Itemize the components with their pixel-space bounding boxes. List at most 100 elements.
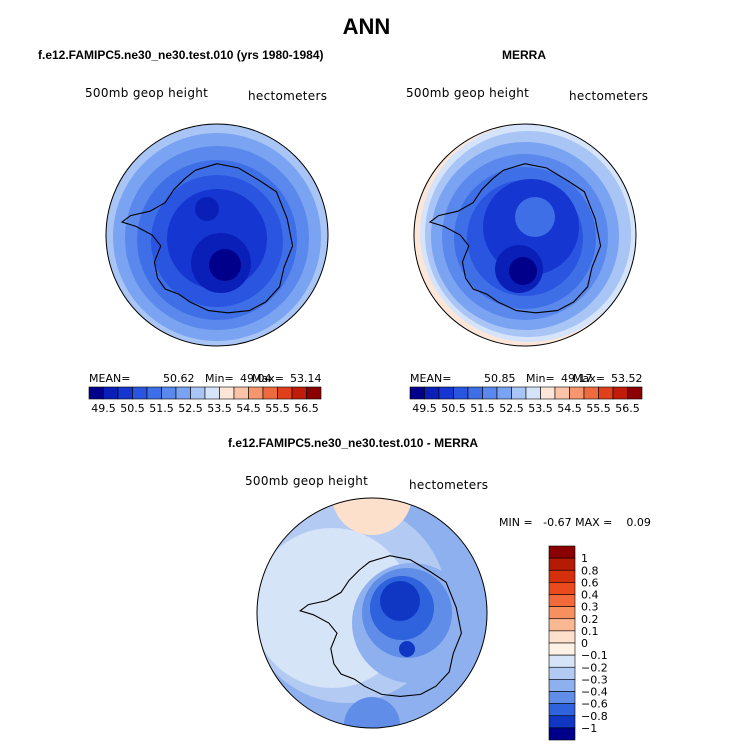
left-max-value: 53.14	[290, 372, 322, 385]
left-mean-label: MEAN=	[89, 372, 131, 385]
right-colorbar-tick-label-6: 55.5	[586, 402, 611, 415]
diff-colorbar-tick-label-9: −0.2	[581, 661, 608, 674]
right-map-field	[414, 124, 636, 346]
left-colorbar-swatch-6	[175, 386, 191, 400]
left-colorbar-swatch-11	[248, 386, 264, 400]
right-colorbar-swatch-0	[409, 386, 425, 400]
diff-colorbar-tick-label-11: −0.4	[581, 686, 608, 699]
diff-colorbar-swatch-3	[548, 582, 576, 595]
diff-field-label: 500mb geop height	[245, 474, 369, 488]
diff-colorbar-tick-label-14: −1	[581, 722, 597, 735]
diff-colorbar-swatch-10	[548, 666, 576, 680]
right-map-field-contour-10	[515, 197, 555, 237]
right-map-coastline	[428, 163, 602, 314]
left-colorbar-tick-label-5: 54.5	[236, 402, 261, 415]
diff-colorbar-tick-label-13: −0.8	[581, 710, 608, 723]
diff-colorbar-swatch-2	[548, 569, 576, 583]
left-colorbar-swatch-7	[190, 386, 206, 400]
right-colorbar-swatch-13	[598, 386, 614, 400]
right-colorbar-swatch-3	[453, 386, 469, 400]
left-map-field	[106, 124, 328, 346]
right-mean-label: MEAN=	[410, 372, 452, 385]
right-map	[413, 123, 637, 347]
left-colorbar-swatch-14	[291, 386, 307, 400]
left-colorbar-swatch-5	[161, 386, 177, 400]
diff-colorbar-tick-label-5: 0.2	[581, 613, 599, 626]
diff-map-field	[257, 498, 487, 728]
right-colorbar-tick-label-1: 50.5	[441, 402, 466, 415]
right-colorbar-swatch-4	[467, 386, 483, 400]
left-map-field-contour-8	[195, 197, 219, 221]
left-colorbar-tick-label-4: 53.5	[207, 402, 232, 415]
left-colorbar-swatch-1	[103, 386, 119, 400]
left-min-value: 49.04	[240, 372, 272, 385]
diff-min-max: MIN = -0.67 MAX = 0.09	[499, 516, 651, 529]
diff-colorbar-swatch-15	[548, 727, 576, 741]
left-units-label: hectometers	[248, 89, 328, 103]
diff-colorbar-swatch-8	[548, 642, 576, 656]
right-colorbar-swatch-11	[569, 386, 585, 400]
right-colorbar-swatch-6	[496, 386, 512, 400]
diff-map-field-contour-7	[380, 581, 420, 621]
left-colorbar-tick-label-2: 51.5	[149, 402, 174, 415]
diff-colorbar-swatch-13	[548, 703, 576, 717]
right-colorbar-tick-label-4: 53.5	[528, 402, 553, 415]
left-colorbar-tick-label-6: 55.5	[265, 402, 290, 415]
right-min-label: Min=	[526, 372, 555, 385]
diff-colorbar-tick-label-12: −0.6	[581, 698, 608, 711]
right-panel-case-title: MERRA	[502, 48, 546, 62]
diff-colorbar-swatch-12	[548, 691, 576, 704]
diff-map-field-contour-3	[332, 498, 412, 535]
left-mean-value: 50.62	[163, 372, 195, 385]
right-colorbar-tick-label-2: 51.5	[470, 402, 495, 415]
right-max-value: 53.52	[611, 372, 643, 385]
diff-colorbar-swatch-11	[548, 679, 576, 692]
right-max-label: Max=	[573, 372, 605, 385]
left-colorbar-swatch-8	[204, 386, 220, 400]
left-colorbar-swatch-9	[219, 386, 235, 400]
diff-colorbar-tick-label-6: 0.1	[581, 625, 599, 638]
diff-map-border	[256, 497, 488, 729]
diff-map-field-contour-9	[344, 697, 400, 728]
left-colorbar-swatch-10	[233, 386, 249, 400]
right-colorbar-swatch-14	[612, 386, 628, 400]
left-colorbar: 49.5 50.5 51.5 52.5 53.5 54.5 55.5 56.5	[88, 386, 322, 415]
diff-units-label: hectometers	[409, 478, 489, 492]
right-field-label: 500mb geop height	[406, 86, 530, 100]
right-colorbar-swatch-8	[525, 386, 541, 400]
left-panel-case-title: f.e12.FAMIPC5.ne30_ne30.test.010 (yrs 19…	[38, 48, 324, 62]
diff-colorbar-swatch-7	[548, 630, 576, 644]
right-colorbar-swatch-9	[540, 386, 556, 400]
right-colorbar-swatch-10	[554, 386, 570, 400]
diff-colorbar-tick-label-0: 1	[581, 552, 588, 565]
right-colorbar-swatch-2	[438, 386, 454, 400]
left-colorbar-swatch-2	[117, 386, 133, 400]
diff-colorbar-swatch-5	[548, 606, 576, 620]
diff-map	[256, 497, 488, 729]
right-colorbar-swatch-12	[583, 386, 599, 400]
right-colorbar-tick-label-0: 49.5	[412, 402, 437, 415]
left-colorbar-swatch-4	[146, 386, 162, 400]
left-map-coastline	[120, 163, 294, 314]
left-colorbar-tick-label-7: 56.5	[294, 402, 319, 415]
diff-colorbar-swatch-14	[548, 715, 576, 729]
diff-colorbar-tick-label-3: 0.4	[581, 589, 599, 602]
left-max-label: Max=	[252, 372, 284, 385]
right-colorbar-tick-label-3: 52.5	[499, 402, 524, 415]
diff-colorbar-tick-label-2: 0.6	[581, 576, 599, 589]
left-colorbar-swatch-3	[132, 386, 148, 400]
left-field-label: 500mb geop height	[85, 86, 209, 100]
diff-colorbar-tick-label-8: −0.1	[581, 649, 608, 662]
left-colorbar-swatch-13	[277, 386, 293, 400]
diff-map-coastline	[299, 555, 462, 697]
right-colorbar-swatch-5	[482, 386, 498, 400]
left-colorbar-swatch-12	[262, 386, 278, 400]
diff-colorbar-swatch-6	[548, 618, 576, 632]
right-colorbar-swatch-15	[627, 386, 643, 400]
diff-colorbar-swatch-0	[548, 545, 576, 559]
right-colorbar-swatch-1	[424, 386, 440, 400]
right-colorbar: 49.5 50.5 51.5 52.5 53.5 54.5 55.5 56.5	[409, 386, 643, 415]
right-mean-value: 50.85	[484, 372, 516, 385]
right-map-border	[413, 123, 637, 347]
